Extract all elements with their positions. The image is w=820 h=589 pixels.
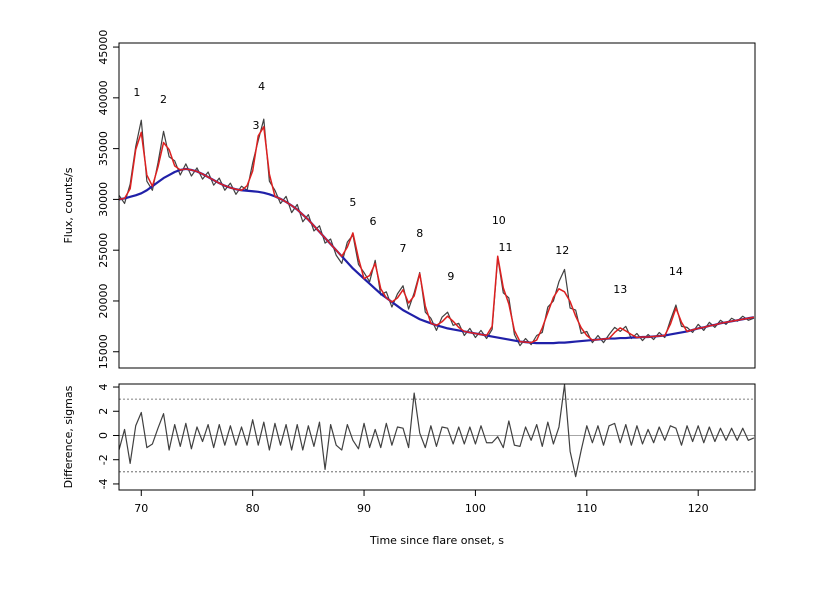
x-tick-label: 100 (465, 502, 486, 515)
series-line (118, 118, 755, 347)
peak-label: 6 (369, 215, 376, 228)
y-tick-label: 40000 (97, 80, 110, 115)
y-axis-title: Flux, counts/s (62, 167, 75, 243)
peak-label: 2 (160, 93, 167, 106)
peak-label: 14 (669, 265, 683, 278)
series-line (118, 167, 755, 345)
peak-label: 12 (555, 244, 569, 257)
peak-label: 7 (400, 242, 407, 255)
plot-frame (118, 383, 756, 491)
x-tick-label: 110 (576, 502, 597, 515)
y-tick-label: -2 (97, 454, 110, 465)
y-tick-label: 20000 (97, 283, 110, 318)
plot-frame (118, 42, 756, 369)
y-tick-label: 2 (97, 408, 110, 415)
y-tick-label: -4 (97, 478, 110, 489)
peak-label: 10 (492, 214, 506, 227)
peak-label: 5 (349, 196, 356, 209)
x-tick-label: 90 (357, 502, 371, 515)
y-tick-label: 25000 (97, 233, 110, 268)
y-tick-label: 15000 (97, 334, 110, 369)
peak-label: 13 (613, 283, 627, 296)
x-tick-label: 120 (688, 502, 709, 515)
series-line (118, 384, 755, 478)
peak-label: 4 (258, 80, 265, 93)
y-tick-label: 4 (97, 384, 110, 391)
x-tick-label: 70 (134, 502, 148, 515)
peak-label: 1 (133, 86, 140, 99)
peak-label: 8 (416, 227, 423, 240)
x-tick-label: 80 (246, 502, 260, 515)
x-axis-title: Time since flare onset, s (369, 534, 504, 547)
peak-label: 9 (447, 270, 454, 283)
peak-label: 3 (253, 119, 260, 132)
peak-label: 11 (499, 241, 513, 254)
y-tick-label: 0 (97, 432, 110, 439)
y-tick-label: 30000 (97, 182, 110, 217)
y-tick-label: 45000 (97, 30, 110, 65)
y-axis-title: Difference, sigmas (62, 385, 75, 488)
series-line (118, 126, 755, 344)
y-tick-label: 35000 (97, 131, 110, 166)
